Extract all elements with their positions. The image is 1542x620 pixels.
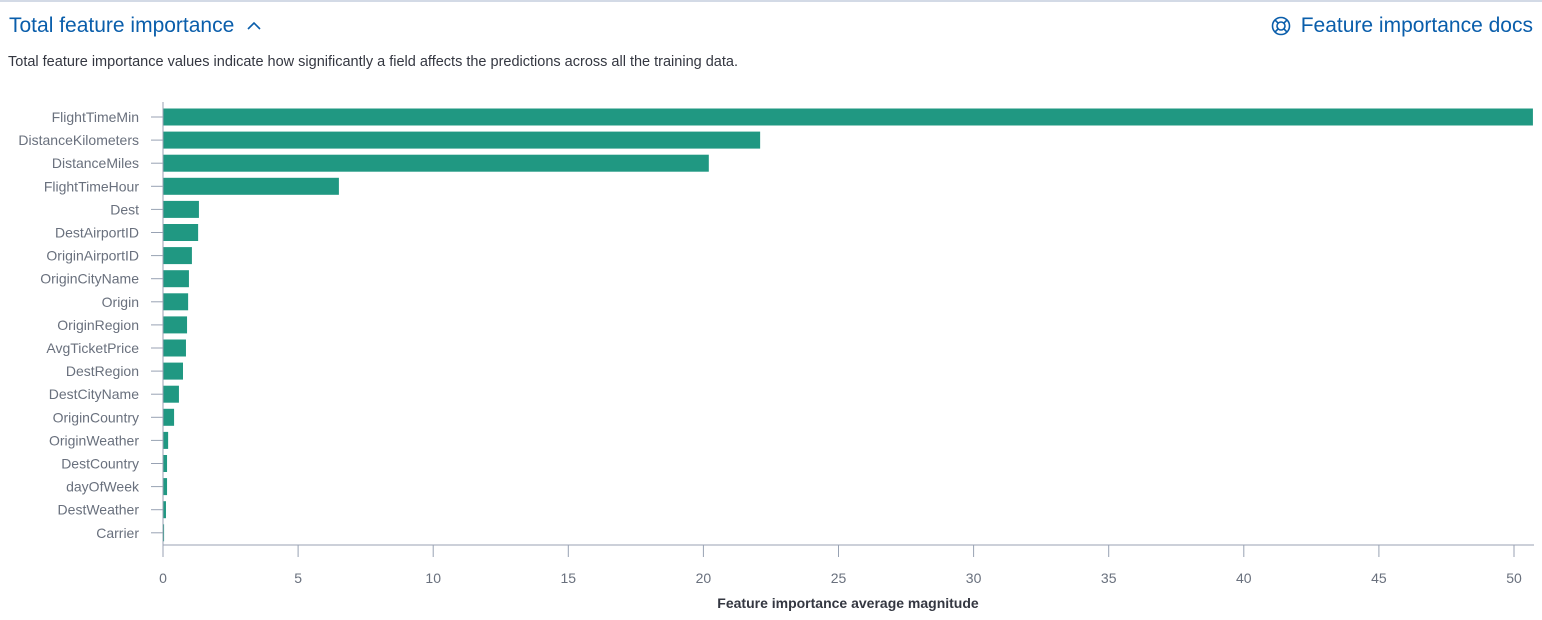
bar bbox=[163, 408, 175, 426]
bar bbox=[163, 270, 189, 288]
y-tick-label: DistanceMiles bbox=[52, 155, 139, 171]
y-tick-label: DestAirportID bbox=[55, 225, 139, 241]
y-tick-label: OriginWeather bbox=[49, 432, 139, 448]
y-tick-label: AvgTicketPrice bbox=[46, 340, 139, 356]
bar bbox=[163, 501, 166, 519]
bar bbox=[163, 224, 199, 241]
y-tick-label: Dest bbox=[110, 201, 139, 217]
x-tick-label: 20 bbox=[696, 570, 712, 586]
section-toggle[interactable]: Total feature importance bbox=[9, 14, 262, 38]
y-tick-label: DestCityName bbox=[49, 386, 139, 402]
y-tick-label: DestRegion bbox=[66, 363, 139, 379]
bar bbox=[163, 154, 709, 172]
x-tick-label: 5 bbox=[294, 570, 302, 586]
y-tick-label: dayOfWeek bbox=[66, 479, 140, 495]
bar bbox=[163, 455, 168, 472]
x-tick-label: 15 bbox=[561, 570, 577, 586]
x-tick-label: 40 bbox=[1236, 570, 1252, 586]
bar bbox=[163, 131, 761, 149]
x-tick-label: 35 bbox=[1101, 570, 1117, 586]
bar bbox=[163, 316, 188, 334]
bar bbox=[163, 339, 186, 357]
x-tick-label: 0 bbox=[159, 570, 167, 586]
y-tick-label: FlightTimeHour bbox=[44, 178, 140, 194]
y-tick-label: OriginRegion bbox=[57, 317, 139, 333]
bar bbox=[163, 524, 165, 542]
y-tick-label: Carrier bbox=[96, 525, 139, 541]
bar bbox=[163, 200, 199, 218]
section-title: Total feature importance bbox=[9, 14, 235, 37]
y-tick-label: FlightTimeMin bbox=[52, 109, 139, 125]
bar bbox=[163, 478, 168, 496]
bar bbox=[163, 293, 189, 311]
x-tick-label: 10 bbox=[425, 570, 441, 586]
x-tick-label: 30 bbox=[966, 570, 982, 586]
chevron-up-icon bbox=[247, 21, 261, 30]
docs-link-label: Feature importance docs bbox=[1300, 14, 1533, 37]
y-tick-label: OriginAirportID bbox=[46, 248, 139, 264]
y-tick-label: Origin bbox=[102, 294, 139, 310]
bar bbox=[163, 108, 1533, 126]
x-tick-label: 50 bbox=[1506, 570, 1522, 586]
x-axis-title: Feature importance average magnitude bbox=[717, 595, 979, 611]
x-tick-label: 45 bbox=[1371, 570, 1387, 586]
section-description: Total feature importance values indicate… bbox=[8, 54, 738, 70]
x-tick-label: 25 bbox=[831, 570, 847, 586]
bar bbox=[163, 385, 179, 403]
y-tick-label: DistanceKilometers bbox=[18, 132, 139, 148]
bar bbox=[163, 177, 339, 195]
feature-importance-docs-link[interactable]: Feature importance docs bbox=[1271, 14, 1533, 38]
y-tick-label: OriginCountry bbox=[53, 409, 139, 425]
help-lifebuoy-icon bbox=[1271, 16, 1291, 36]
y-tick-label: OriginCityName bbox=[40, 271, 139, 287]
bar bbox=[163, 431, 169, 449]
y-tick-label: DestWeather bbox=[58, 502, 140, 518]
y-tick-label: DestCountry bbox=[61, 456, 139, 472]
bar bbox=[163, 247, 192, 265]
bar bbox=[163, 362, 183, 380]
